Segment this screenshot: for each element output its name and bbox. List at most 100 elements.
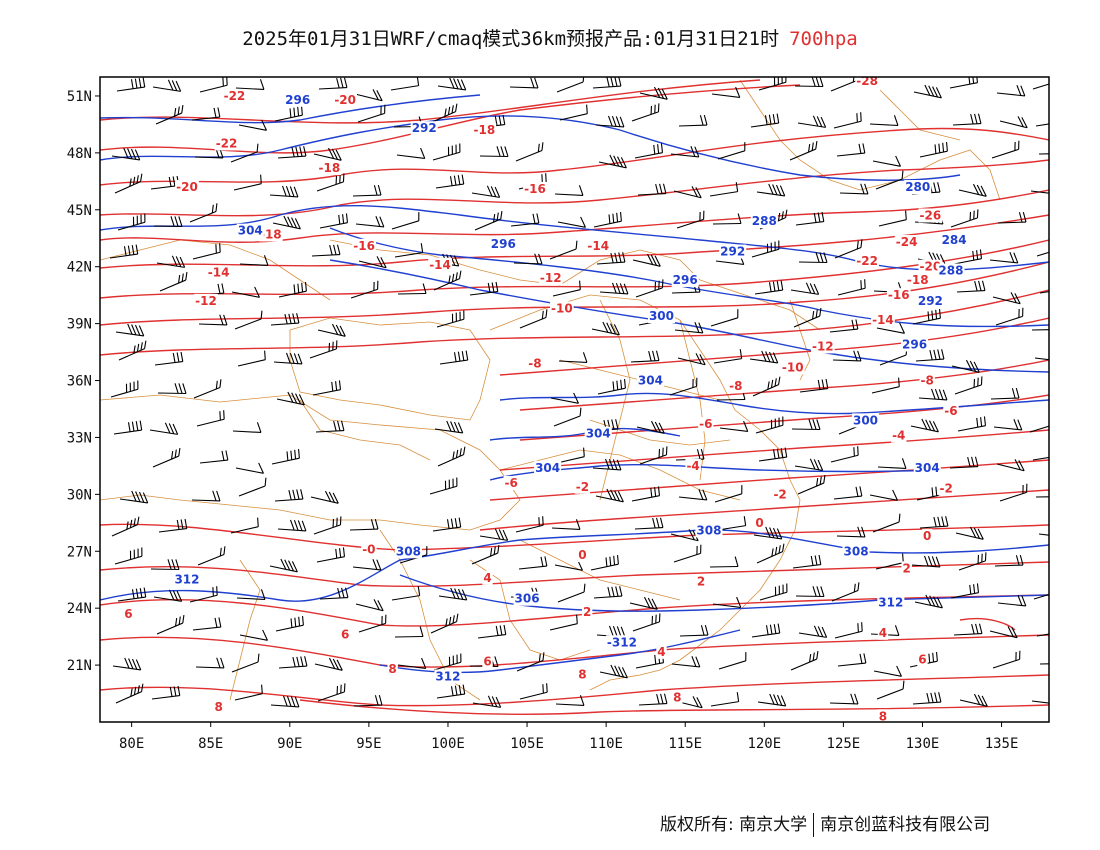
- wind-barb: [834, 622, 863, 639]
- wind-barb: [234, 310, 263, 330]
- border-line: [100, 394, 521, 531]
- wind-barb: [319, 213, 349, 229]
- wind-barb: [192, 243, 221, 260]
- wind-barb: [358, 614, 387, 633]
- wind-barb: [711, 86, 741, 98]
- wind-barb: [114, 547, 143, 565]
- temperature-label: -6: [699, 417, 712, 431]
- isotherm-line: [100, 127, 1049, 186]
- temperature-label: 6: [341, 628, 349, 642]
- wind-barb: [155, 104, 184, 125]
- wind-barb: [315, 420, 345, 433]
- wind-barb: [313, 516, 342, 535]
- plot-area: -22 -20-18-22-18-20 -16-18-16 -14-14-14-12-…: [100, 77, 1049, 722]
- wind-barb: [799, 378, 829, 393]
- wind-barb: [236, 589, 266, 601]
- height-contour-line: [100, 204, 1049, 271]
- wind-barb: [714, 485, 743, 503]
- wind-barb: [436, 684, 466, 699]
- wind-barb: [354, 89, 383, 102]
- wind-barb: [999, 116, 1028, 129]
- wind-barb: [595, 115, 625, 128]
- lon-tick-label: 85E: [198, 736, 223, 752]
- temperature-label: -14: [872, 313, 894, 327]
- temperature-label: -2: [773, 487, 786, 501]
- wind-barb: [231, 286, 260, 298]
- isotherm-line: [959, 618, 1016, 631]
- wind-barb: [317, 683, 346, 702]
- temperature-label: 6: [483, 654, 491, 668]
- wind-barb: [877, 458, 907, 470]
- wind-barb: [631, 103, 660, 122]
- wind-barb: [239, 255, 269, 267]
- wind-barb: [829, 693, 859, 705]
- wind-barb: [319, 587, 349, 600]
- temperature-label: -16: [353, 239, 375, 253]
- wind-barb: [274, 489, 304, 502]
- isotherm-line: [100, 239, 1049, 299]
- wind-barb: [149, 422, 179, 435]
- wind-barb: [872, 155, 901, 167]
- temperature-label: 6: [124, 607, 132, 621]
- wind-barb: [509, 77, 539, 89]
- wind-barb: [110, 380, 139, 398]
- wind-barb: [238, 119, 267, 131]
- temperature-label: -22: [224, 89, 246, 103]
- temperature-label: -10: [782, 360, 804, 374]
- wind-barb: [309, 340, 338, 359]
- lon-tick-label: 110E: [589, 736, 623, 752]
- isotherm-line: [299, 699, 1049, 716]
- wind-barb: [593, 586, 623, 599]
- height-label: 308: [844, 544, 869, 558]
- map-frame: [99, 76, 1050, 723]
- height-contour-line: [100, 115, 961, 181]
- wind-barb: [670, 146, 700, 158]
- wind-barb: [752, 376, 781, 397]
- wind-barb: [636, 420, 665, 434]
- wind-barb: [399, 546, 428, 564]
- temperature-label: -6: [505, 476, 518, 490]
- wind-barb: [1038, 153, 1049, 155]
- height-label: 292: [412, 121, 437, 135]
- height-label: 296: [902, 337, 927, 351]
- wind-barb: [833, 486, 863, 500]
- height-label: 304: [915, 461, 940, 475]
- height-contour-line: [379, 629, 741, 674]
- temperature-label: 8: [388, 662, 396, 676]
- wind-barb: [191, 107, 221, 121]
- temperature-label: 8: [673, 690, 681, 704]
- wind-barb: [394, 626, 424, 638]
- isotherm-line: [100, 159, 1049, 217]
- wind-barb: [797, 115, 827, 128]
- wind-barb: [158, 518, 188, 533]
- wind-barb: [678, 489, 708, 501]
- wind-barb: [557, 583, 586, 603]
- wind-barb: [756, 543, 785, 564]
- wind-barb: [273, 352, 303, 365]
- wind-barb: [553, 407, 582, 427]
- wind-barb: [597, 378, 626, 395]
- wind-barb: [276, 391, 305, 406]
- height-label: 300: [853, 413, 878, 427]
- wind-barbs: [109, 77, 1049, 709]
- temperature-label: 0: [755, 516, 763, 530]
- wind-barb: [192, 617, 222, 631]
- wind-barb: [954, 376, 983, 395]
- height-label: 308: [396, 544, 421, 558]
- wind-barb: [231, 653, 260, 673]
- height-label: 304: [586, 427, 611, 441]
- wind-barb: [875, 553, 904, 570]
- wind-barb: [198, 314, 228, 326]
- wind-barb: [757, 693, 787, 707]
- wind-barb: [111, 147, 141, 161]
- wind-barb: [477, 624, 507, 639]
- wind-barb: [750, 113, 780, 128]
- wind-barb: [430, 613, 459, 634]
- wind-barb: [1029, 425, 1049, 433]
- wind-barb: [189, 203, 218, 223]
- wind-barb: [756, 183, 786, 197]
- wind-barb: [674, 322, 704, 334]
- isotherm-line: [479, 489, 1049, 531]
- temperature-label: -6: [944, 404, 957, 418]
- wind-barb: [237, 350, 266, 367]
